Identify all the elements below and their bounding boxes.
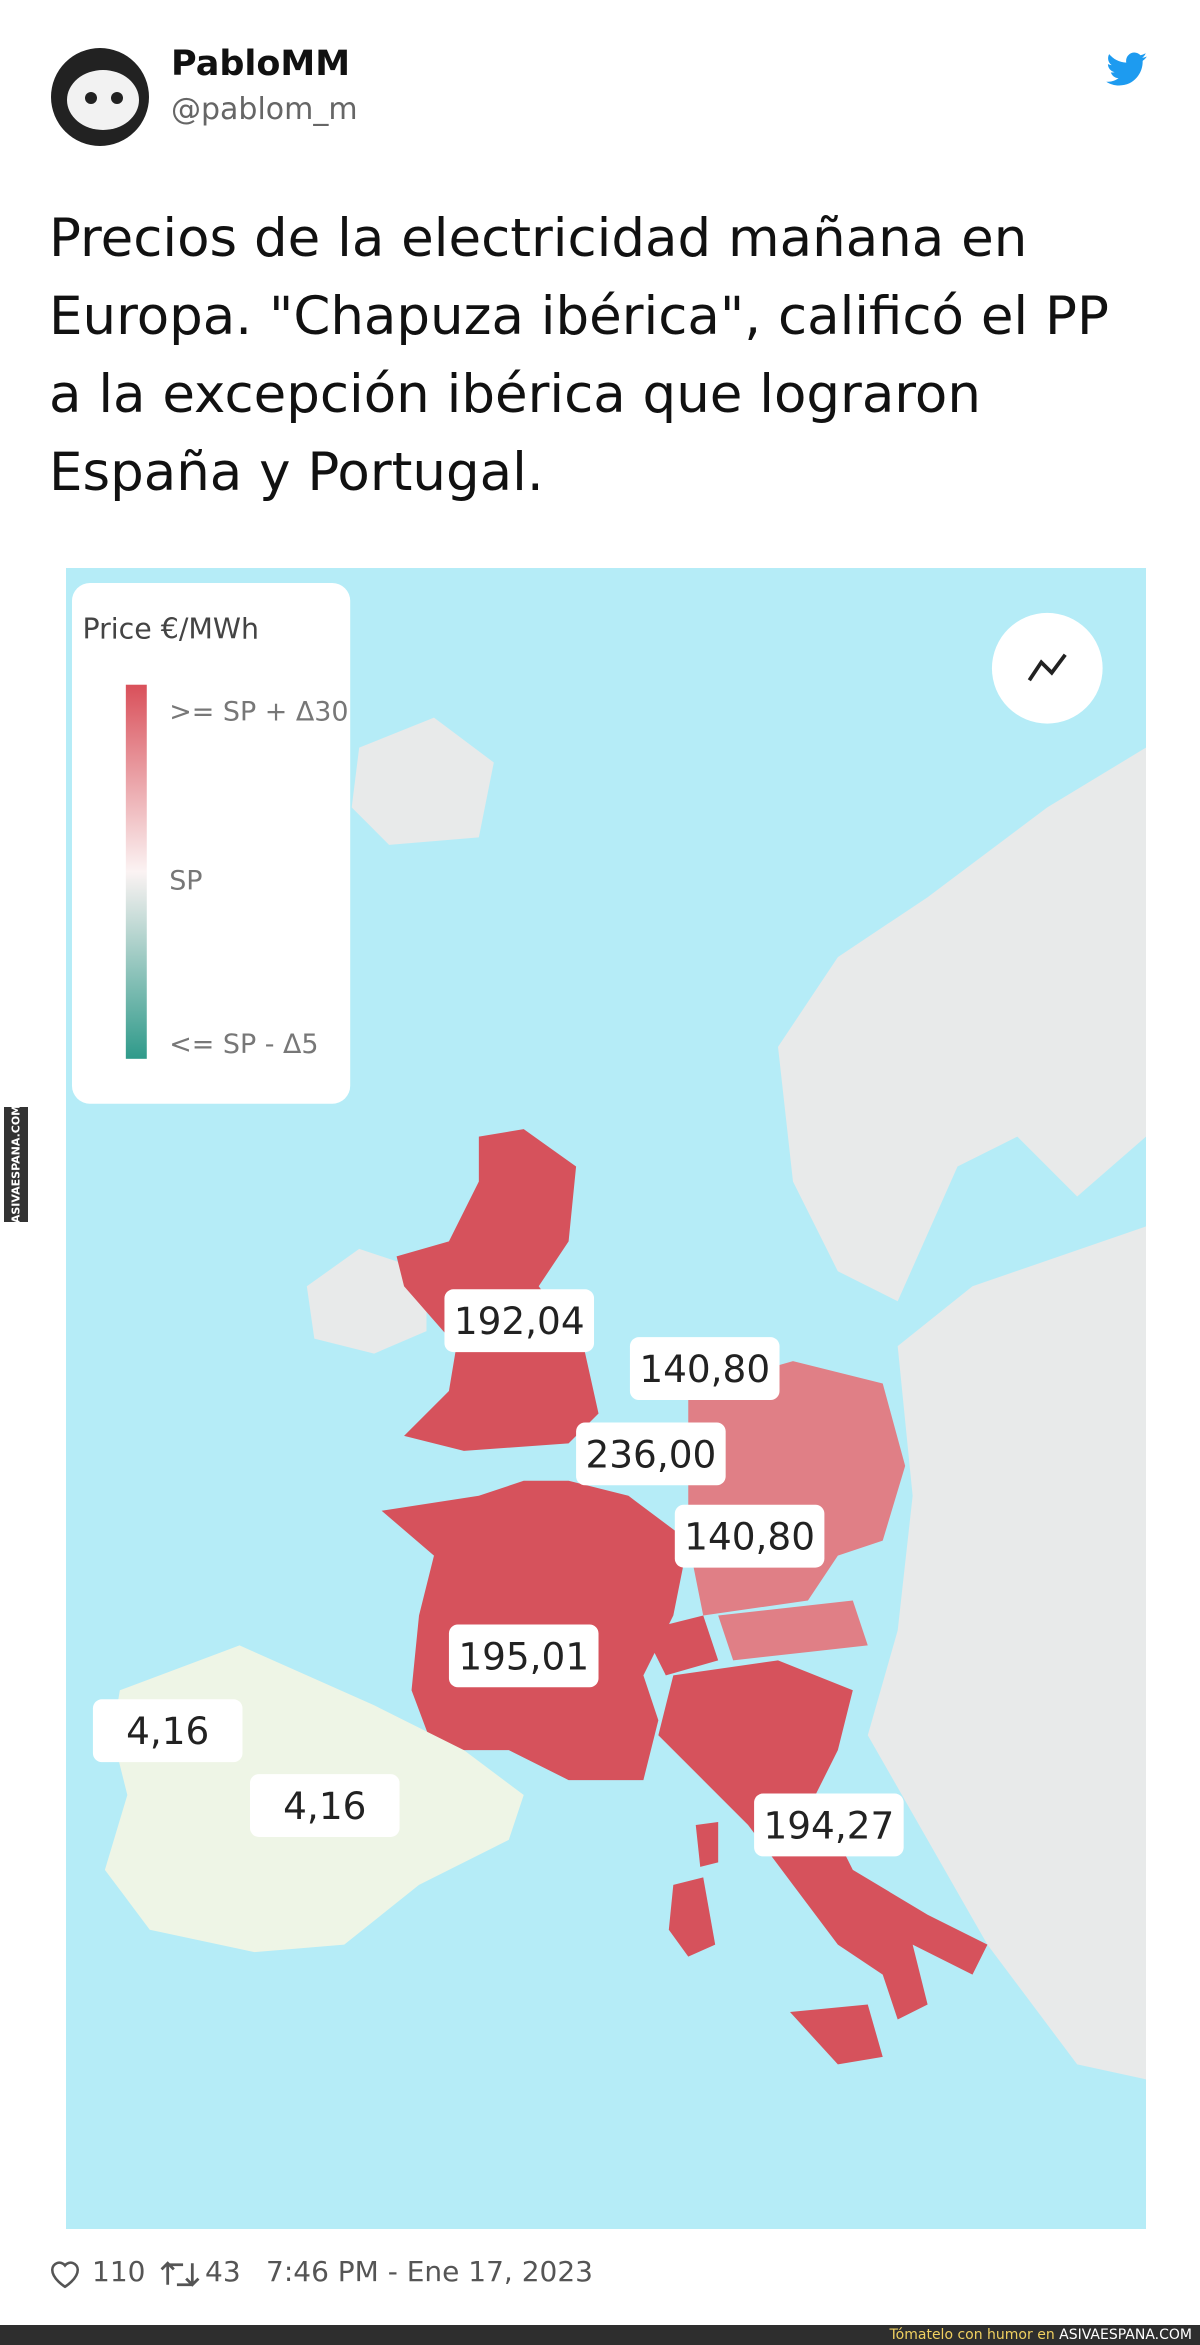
price-label: 194,27 xyxy=(763,1803,894,1847)
twitter-logo xyxy=(1106,52,1147,86)
price-label-box xyxy=(92,1699,243,1763)
user-handle[interactable]: @pablom_m xyxy=(171,92,358,127)
price-label: 236,00 xyxy=(585,1432,716,1476)
like-count: 110 xyxy=(92,2255,146,2288)
legend-label: >= SP + Δ30 xyxy=(169,697,348,728)
price-label: 4,16 xyxy=(126,1709,209,1753)
bottom-bar: Tómatelo con humor en ASIVAESPANA.COM xyxy=(0,2325,1200,2345)
tweet-line: Europa. "Chapuza ibérica", calificó el P… xyxy=(49,286,1109,347)
bar-site[interactable]: ASIVAESPANA.COM xyxy=(1059,2327,1192,2343)
user-name[interactable]: PabloMM xyxy=(171,44,351,84)
tweet-line: a la excepción ibérica que lograron xyxy=(49,364,981,425)
retweet-icon[interactable] xyxy=(160,2258,200,2290)
price-label-box xyxy=(629,1337,780,1400)
price-labels: 192,04 140,80 236,00 140,80 195,01 4,16 4,16 19… xyxy=(92,1289,904,1857)
price-label: 140,80 xyxy=(684,1515,815,1559)
tweet-line: España y Portugal. xyxy=(49,442,544,503)
legend-box xyxy=(71,582,351,1104)
bar-text: Tómatelo con humor en xyxy=(889,2327,1055,2343)
legend-gradient xyxy=(125,684,147,1059)
price-label-box xyxy=(249,1774,400,1837)
tweet-time[interactable]: 7:46 PM - Ene 17, 2023 xyxy=(266,2255,593,2288)
price-label-box xyxy=(674,1504,825,1568)
price-label: 195,01 xyxy=(458,1634,589,1678)
map: Price €/MWh >= SP + Δ30 SP <= SP - Δ5 19… xyxy=(66,568,1146,2229)
chart-button[interactable] xyxy=(991,612,1103,724)
land-gray xyxy=(306,717,1146,2080)
like-icon[interactable] xyxy=(48,2258,82,2290)
side-watermark: ASIVAESPANA.COM xyxy=(4,1104,28,1224)
price-label-box xyxy=(448,1624,599,1688)
price-label: 140,80 xyxy=(639,1347,770,1391)
legend: Price €/MWh >= SP + Δ30 SP <= SP - Δ5 xyxy=(71,582,351,1104)
price-label: 192,04 xyxy=(454,1299,585,1343)
price-label-box xyxy=(754,1793,904,1857)
legend-label: <= SP - Δ5 xyxy=(169,1029,318,1060)
price-label-box xyxy=(444,1289,595,1353)
tweet-line: Precios de la electricidad mañana en xyxy=(49,208,1028,269)
legend-label: SP xyxy=(169,866,202,897)
retweet-count: 43 xyxy=(205,2255,241,2288)
avatar[interactable] xyxy=(51,48,149,146)
legend-title: Price €/MWh xyxy=(82,612,259,645)
price-label-box xyxy=(576,1422,726,1486)
price-label: 4,16 xyxy=(283,1784,366,1828)
side-watermark-text: ASIVAESPANA.COM xyxy=(9,1104,23,1224)
tweet-text: Precios de la electricidad mañana en Eur… xyxy=(49,200,1109,512)
